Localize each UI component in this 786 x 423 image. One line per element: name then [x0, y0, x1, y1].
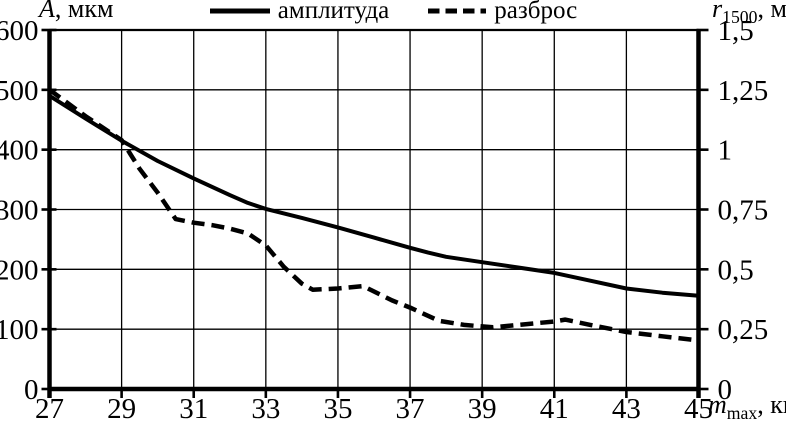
x-tick-label: 29: [107, 393, 136, 423]
right-tick-label: 1,25: [718, 75, 769, 107]
legend-label-amplitude: амплитуда: [277, 0, 390, 24]
left-tick-label: 300: [0, 195, 39, 227]
x-axis-unit: , кг: [757, 390, 786, 419]
left-axis-variable: A: [39, 0, 55, 23]
left-axis-unit: , мкм: [54, 0, 114, 23]
solid-line-sample: [209, 8, 270, 14]
x-tick-label: 41: [540, 393, 569, 423]
x-tick-label: 39: [468, 393, 497, 423]
left-tick-label: 500: [0, 75, 39, 107]
x-tick-label: 43: [612, 393, 641, 423]
left-tick-label: 400: [0, 135, 39, 167]
x-tick-label: 37: [396, 393, 425, 423]
dashed-line-sample: [428, 8, 487, 14]
right-tick-label: 0: [718, 374, 733, 406]
x-tick-label: 45: [684, 393, 713, 423]
right-axis-subscript: 1500: [722, 7, 758, 28]
right-axis-title: r1500, м: [712, 0, 786, 30]
right-axis-variable: r: [712, 0, 723, 23]
x-axis-title: mmax, кг: [708, 392, 786, 423]
x-axis-variable: m: [708, 390, 727, 419]
left-tick-label: 200: [0, 254, 39, 286]
right-tick-label: 0,5: [718, 254, 754, 286]
legend-label-scatter: разброс: [494, 0, 578, 24]
left-tick-label: 100: [0, 314, 39, 346]
right-axis-unit: , м: [757, 0, 786, 23]
right-tick-label: 0,25: [718, 314, 769, 346]
x-axis-subscript: max: [726, 403, 758, 423]
x-tick-label: 35: [323, 393, 352, 423]
legend-item-amplitude: амплитуда: [209, 0, 390, 24]
left-tick-label: 0: [24, 374, 39, 406]
series-dashed: [48, 87, 699, 343]
x-tick-label: 31: [179, 393, 208, 423]
series-solid: [48, 94, 699, 298]
right-tick-label: 0,75: [718, 195, 769, 227]
x-tick-label: 27: [35, 393, 64, 423]
right-tick-label: 1: [718, 135, 733, 167]
legend: амплитуда разброс: [0, 0, 786, 24]
right-tick-label: 1,5: [718, 15, 754, 47]
left-tick-label: 600: [0, 15, 39, 47]
legend-item-scatter: разброс: [427, 0, 577, 24]
x-tick-label: 33: [251, 393, 280, 423]
left-axis-title: A, мкм: [39, 0, 113, 22]
